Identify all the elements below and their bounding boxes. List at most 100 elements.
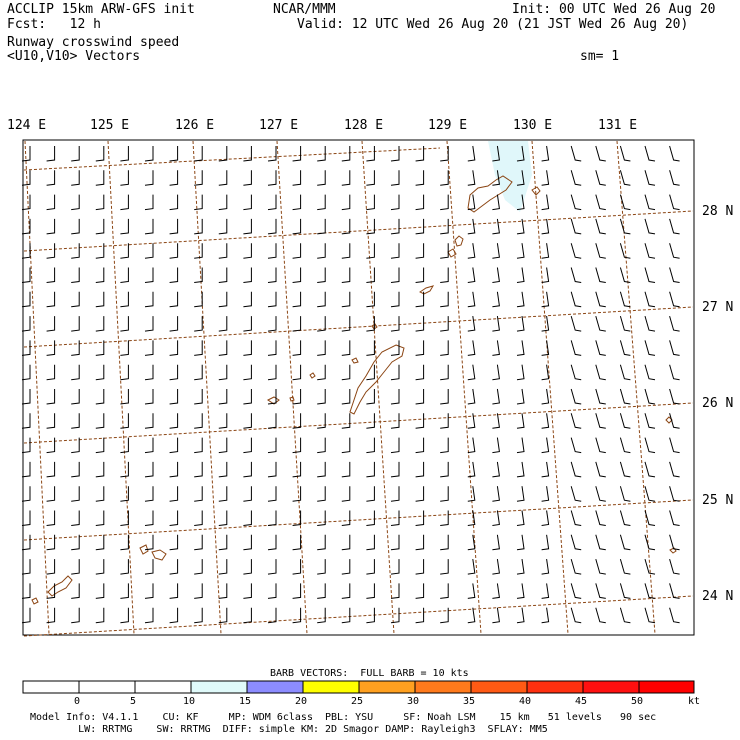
wind-barb	[120, 389, 129, 405]
wind-barb	[415, 583, 425, 599]
wind-barb	[467, 486, 476, 502]
wind-barb	[595, 194, 606, 211]
wind-barb	[144, 583, 154, 599]
wind-barb	[243, 218, 252, 235]
wind-barb	[169, 510, 179, 526]
wind-barb	[516, 243, 525, 259]
wind-barb	[595, 145, 606, 162]
wind-barb	[95, 607, 105, 624]
wind-barb	[144, 340, 154, 356]
wind-barb	[570, 510, 582, 526]
wind-barb	[440, 267, 449, 283]
wind-barb	[619, 218, 631, 235]
wind-barb	[516, 267, 525, 283]
wind-barb	[440, 437, 449, 454]
wind-barb	[390, 291, 400, 308]
wind-barb	[218, 534, 228, 551]
colorbar-bin	[526, 680, 584, 694]
wind-barb	[516, 413, 525, 429]
parallel-line	[23, 402, 694, 444]
wind-barb	[492, 388, 500, 405]
wind-barb	[467, 413, 476, 429]
wind-barb	[595, 437, 606, 454]
wind-barb	[669, 486, 680, 502]
wind-barb	[341, 170, 351, 186]
wind-barb	[120, 364, 129, 381]
wind-barb	[46, 461, 56, 478]
wind-barb	[541, 486, 550, 502]
wind-barb	[619, 510, 631, 526]
wind-barb	[95, 413, 105, 429]
wind-barb	[541, 218, 550, 235]
wind-barb	[341, 389, 351, 405]
wind-barb	[120, 413, 129, 429]
wind-barb	[243, 291, 252, 308]
wind-barb	[317, 534, 326, 551]
wind-barb	[218, 218, 228, 235]
wind-barb	[144, 316, 154, 332]
wind-barb	[644, 461, 656, 478]
wind-barb	[644, 170, 656, 186]
colorbar-bin	[134, 680, 192, 694]
parallel-line	[23, 147, 441, 171]
wind-barb	[120, 607, 129, 624]
cbar-tick-40: 40	[519, 696, 532, 707]
wind-barb	[95, 461, 105, 478]
wind-barb	[169, 291, 179, 308]
wind-barb	[21, 291, 31, 308]
wind-barb	[169, 583, 179, 599]
wind-barb	[595, 534, 606, 551]
wind-barb	[46, 267, 56, 283]
wind-barb	[120, 170, 129, 186]
wind-barb	[516, 437, 525, 454]
wind-barb	[595, 315, 606, 332]
meridian-line	[107, 140, 135, 635]
wind-barb	[169, 170, 179, 186]
wind-barb	[71, 534, 80, 551]
wind-barb	[669, 413, 680, 429]
wind-barb	[366, 291, 375, 308]
wind-barb	[194, 291, 203, 308]
wind-barb	[120, 340, 129, 356]
wind-barb	[366, 583, 375, 599]
wind-barb	[415, 194, 425, 211]
wind-barb	[415, 510, 425, 526]
cbar-tick-5: 5	[130, 696, 137, 707]
wind-barb	[95, 267, 105, 283]
wind-barb	[440, 194, 449, 211]
wind-barb	[317, 364, 326, 381]
wind-barb	[71, 389, 80, 405]
wind-barb	[144, 437, 154, 454]
wind-barb	[541, 267, 550, 283]
wind-barb	[570, 340, 582, 356]
wind-barb	[169, 316, 179, 332]
wind-barb	[390, 218, 400, 235]
wind-barb	[619, 145, 631, 162]
wind-barb	[541, 583, 550, 599]
wind-barb	[492, 291, 500, 308]
wind-barb	[218, 389, 228, 405]
wind-barb	[46, 413, 56, 429]
wind-barb	[644, 437, 656, 454]
wind-barb	[595, 267, 606, 283]
wind-barb	[292, 461, 302, 478]
wind-barb	[492, 559, 500, 575]
wind-barb	[644, 194, 656, 211]
wind-barb	[144, 534, 154, 551]
wind-barb	[292, 486, 302, 502]
colorbar-bin	[302, 680, 360, 694]
wind-barb	[21, 461, 31, 478]
wind-barb	[669, 437, 680, 454]
wind-barb	[415, 146, 425, 162]
colorbar	[22, 680, 695, 694]
wind-barb	[669, 243, 680, 259]
wind-barb	[267, 461, 277, 478]
wind-barb	[595, 291, 606, 308]
wind-barb	[415, 267, 425, 283]
wind-barb	[71, 316, 80, 332]
wind-barb	[292, 510, 302, 526]
wind-barb	[46, 534, 56, 551]
wind-barb	[95, 583, 105, 599]
wind-barb	[467, 583, 476, 599]
wind-barb	[415, 316, 425, 332]
